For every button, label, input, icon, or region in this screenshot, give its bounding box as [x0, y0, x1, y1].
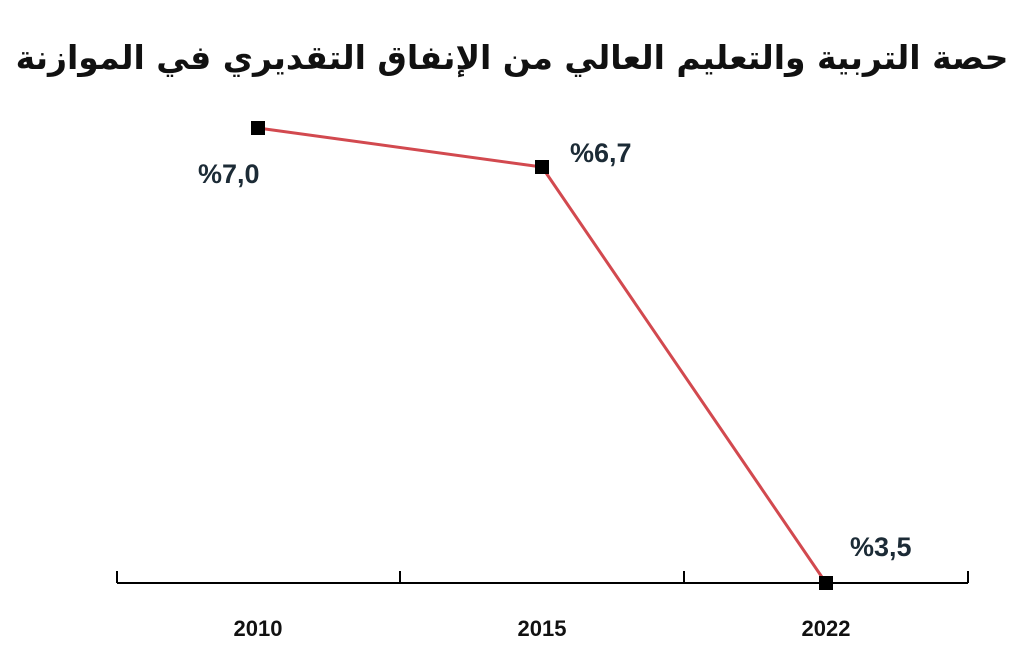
- data-label: %6,7: [570, 138, 632, 168]
- data-label: %7,0: [198, 159, 260, 189]
- data-label: %3,5: [850, 532, 912, 562]
- data-labels: %7,0 %6,7 %3,5: [198, 138, 912, 562]
- data-point-marker: [819, 576, 833, 590]
- data-point-marker: [535, 160, 549, 174]
- series-line: [257, 126, 828, 584]
- series-line-group: [257, 126, 828, 584]
- chart-title: حصة التربية والتعليم العالي من الإنفاق ا…: [15, 38, 1009, 77]
- x-tick-label: 2010: [234, 616, 283, 641]
- x-tick-label: 2015: [518, 616, 567, 641]
- x-axis: [116, 571, 969, 584]
- x-tick-labels: 2010 2015 2022: [234, 616, 851, 641]
- data-point-marker: [251, 121, 265, 135]
- data-markers: [251, 121, 833, 590]
- x-tick-label: 2022: [802, 616, 851, 641]
